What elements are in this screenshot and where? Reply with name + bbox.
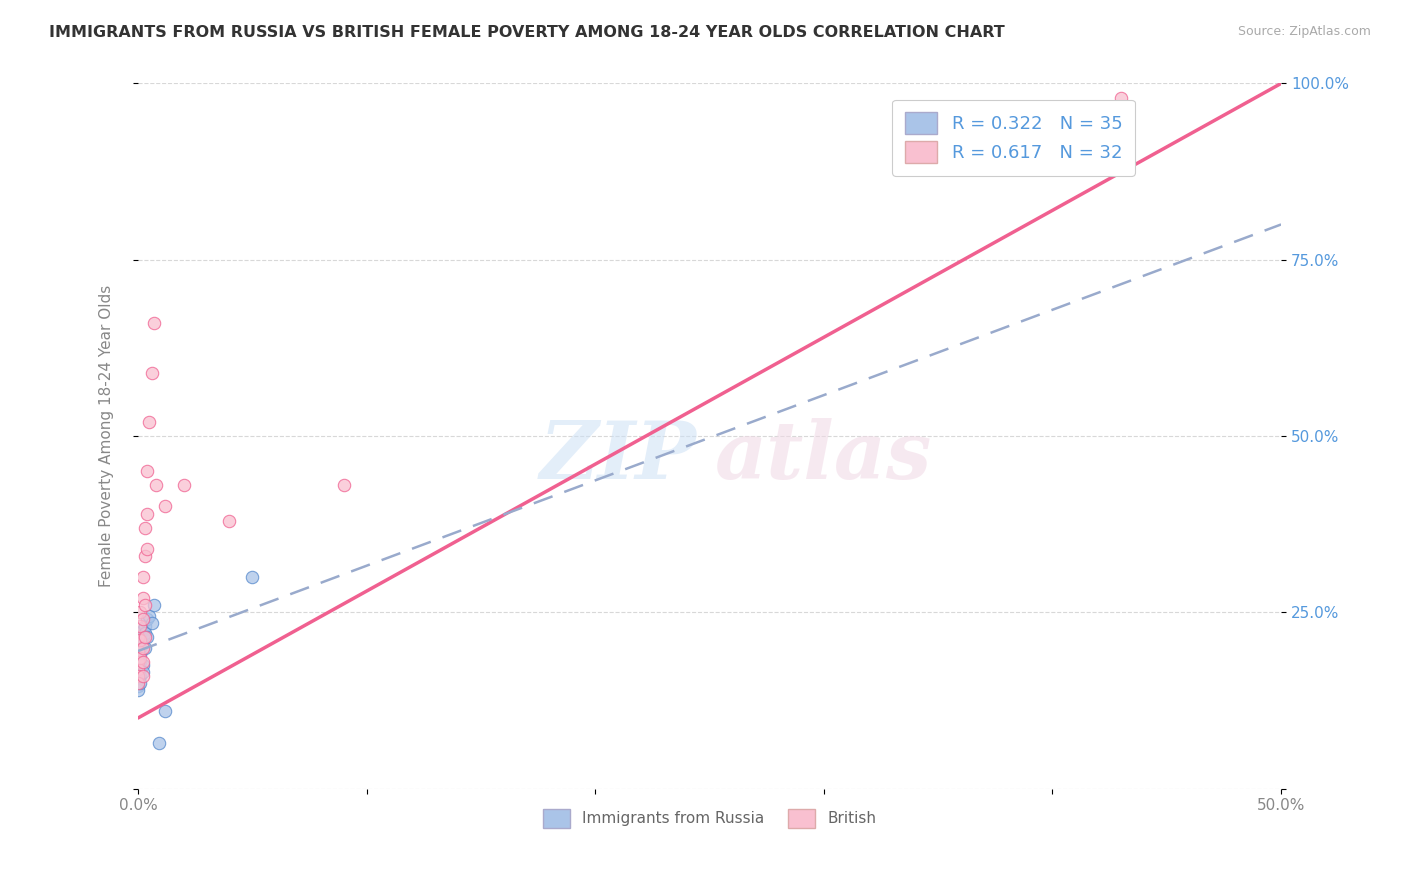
Point [127, 658, 149, 673]
Point [127, 644, 149, 658]
Point [134, 598, 156, 612]
Point [136, 612, 159, 626]
Point [129, 662, 152, 676]
Point [127, 665, 149, 680]
Point [131, 623, 153, 637]
Point [129, 651, 152, 665]
Point [129, 619, 152, 633]
Point [155, 704, 177, 718]
Point [134, 640, 156, 655]
Point [136, 507, 159, 521]
Point [141, 366, 163, 380]
Point [155, 500, 177, 514]
Point [127, 672, 149, 686]
Point [141, 615, 163, 630]
Y-axis label: Female Poverty Among 18-24 Year Olds: Female Poverty Among 18-24 Year Olds [100, 285, 114, 587]
Point [127, 669, 149, 683]
Text: ZIP: ZIP [540, 418, 696, 496]
Point [127, 655, 149, 669]
Point [136, 464, 159, 478]
Text: atlas: atlas [716, 418, 932, 496]
Text: IMMIGRANTS FROM RUSSIA VS BRITISH FEMALE POVERTY AMONG 18-24 YEAR OLDS CORRELATI: IMMIGRANTS FROM RUSSIA VS BRITISH FEMALE… [49, 25, 1005, 40]
Point [129, 633, 152, 648]
Point [129, 648, 152, 662]
Point [1109, 90, 1132, 104]
Point [173, 478, 195, 492]
Point [131, 640, 153, 655]
Point [148, 736, 170, 750]
Point [240, 570, 263, 584]
Point [134, 619, 156, 633]
Point [127, 630, 149, 644]
Point [134, 626, 156, 640]
Point [129, 605, 152, 619]
Point [127, 682, 149, 697]
Point [131, 665, 153, 680]
Point [127, 655, 149, 669]
Point [134, 630, 156, 644]
Point [127, 669, 149, 683]
Point [129, 675, 152, 690]
Point [131, 570, 153, 584]
Point [131, 658, 153, 673]
Point [127, 651, 149, 665]
Point [127, 640, 149, 655]
Point [129, 633, 152, 648]
Point [127, 662, 149, 676]
Point [138, 415, 160, 429]
Point [129, 655, 152, 669]
Point [129, 640, 152, 655]
Point [134, 549, 156, 563]
Point [136, 541, 159, 556]
Point [131, 630, 153, 644]
Point [143, 598, 166, 612]
Legend: Immigrants from Russia, British: Immigrants from Russia, British [537, 803, 883, 834]
Point [129, 669, 152, 683]
Point [131, 655, 153, 669]
Point [218, 514, 240, 528]
Point [127, 662, 149, 676]
Point [134, 521, 156, 535]
Point [136, 630, 159, 644]
Point [138, 608, 160, 623]
Point [129, 626, 152, 640]
Point [127, 675, 149, 690]
Point [131, 669, 153, 683]
Point [332, 478, 354, 492]
Point [127, 644, 149, 658]
Point [145, 478, 167, 492]
Point [127, 679, 149, 693]
Point [143, 316, 166, 330]
Point [131, 612, 153, 626]
Point [131, 591, 153, 606]
Point [127, 630, 149, 644]
Text: Source: ZipAtlas.com: Source: ZipAtlas.com [1237, 25, 1371, 38]
